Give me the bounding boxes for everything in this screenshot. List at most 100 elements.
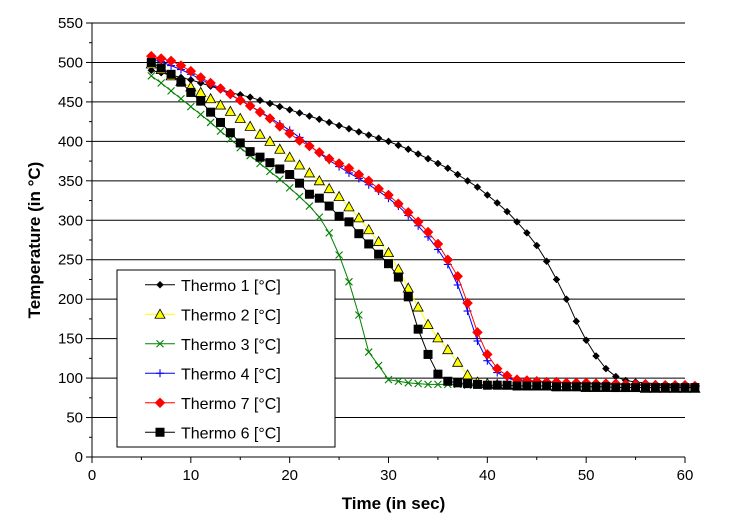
data-point: [295, 109, 304, 117]
x-tick-label: 50: [578, 467, 595, 484]
data-point: [503, 207, 511, 216]
data-point: [335, 251, 343, 259]
data-point: [343, 162, 355, 174]
data-point: [442, 343, 454, 355]
x-tick-label: 20: [281, 467, 298, 484]
data-point: [402, 207, 414, 218]
data-point: [305, 112, 314, 120]
data-point: [196, 96, 206, 106]
data-point: [552, 275, 561, 284]
y-tick-label: 300: [58, 212, 83, 229]
data-point: [206, 118, 215, 127]
data-point: [354, 128, 363, 136]
data-point: [246, 93, 254, 102]
x-axis-title: Time (in sec): [342, 494, 446, 513]
data-point: [532, 241, 541, 250]
data-point: [196, 110, 205, 119]
legend-marker: [156, 280, 164, 289]
data-point: [414, 379, 423, 388]
x-stroke: [345, 277, 353, 286]
data-point: [186, 102, 195, 111]
data-point: [147, 66, 156, 75]
x-stroke: [394, 377, 403, 386]
data-point: [303, 167, 316, 178]
data-point: [294, 135, 305, 146]
data-point: [423, 349, 433, 359]
x-stroke: [404, 378, 413, 387]
data-point: [650, 383, 660, 393]
data-point: [472, 379, 482, 389]
data-point: [283, 151, 296, 162]
data-point: [234, 94, 246, 106]
data-point: [452, 270, 464, 282]
x-tick-label: 10: [182, 467, 199, 484]
data-point: [334, 211, 344, 221]
x-stroke: [157, 79, 166, 87]
x-stroke: [216, 127, 225, 135]
y-tick-label: 200: [58, 291, 83, 308]
legend-marker: [155, 427, 165, 437]
data-point: [413, 324, 423, 334]
legend-label: Thermo 7 [°C]: [181, 396, 281, 413]
data-point: [315, 115, 324, 124]
data-point: [640, 383, 650, 393]
data-point: [374, 249, 384, 259]
data-point: [363, 175, 375, 187]
data-point: [513, 217, 521, 226]
data-point: [264, 113, 276, 124]
data-point: [333, 190, 345, 202]
data-point: [293, 159, 306, 170]
x-stroke: [305, 202, 314, 210]
data-point: [690, 383, 700, 393]
data-point: [523, 229, 531, 237]
data-point: [245, 147, 255, 157]
data-point: [434, 380, 442, 389]
data-point: [621, 383, 631, 393]
data-point: [254, 128, 266, 139]
legend-marker: [156, 339, 164, 348]
data-point: [403, 292, 413, 302]
data-point: [443, 376, 453, 386]
data-point: [582, 336, 591, 345]
data-point: [195, 72, 207, 83]
y-axis-title: Temperature (in °C): [25, 162, 44, 319]
legend-label: Thermo 1 [°C]: [181, 278, 281, 295]
data-point: [335, 121, 343, 130]
data-point: [402, 282, 414, 293]
data-point: [443, 164, 452, 173]
data-point: [542, 257, 551, 266]
y-tick-label: 0: [75, 449, 83, 466]
data-point: [433, 369, 443, 379]
data-point: [372, 235, 385, 246]
data-point: [325, 118, 334, 127]
data-point: [284, 128, 296, 139]
data-point: [165, 55, 177, 67]
x-tick-label: 0: [88, 467, 96, 484]
data-point: [561, 382, 571, 392]
data-point: [204, 92, 217, 104]
x-stroke: [266, 167, 274, 176]
data-point: [324, 201, 334, 211]
data-point: [255, 152, 265, 162]
data-point: [660, 383, 670, 393]
data-point: [472, 326, 483, 338]
data-point: [325, 229, 334, 237]
legend-marker: [156, 369, 164, 378]
data-point: [274, 121, 286, 132]
data-point: [461, 369, 474, 380]
data-point: [313, 147, 325, 158]
data-point: [166, 69, 176, 79]
data-point: [295, 192, 304, 201]
data-point: [424, 380, 432, 389]
data-point: [225, 128, 235, 138]
y-tick-label: 50: [66, 410, 83, 427]
data-point: [422, 226, 434, 238]
data-point: [206, 107, 216, 117]
data-point: [265, 158, 275, 168]
data-point: [572, 317, 581, 326]
data-point: [452, 356, 464, 367]
y-tick-label: 400: [58, 133, 83, 150]
data-point: [146, 57, 156, 67]
data-point: [266, 167, 274, 176]
